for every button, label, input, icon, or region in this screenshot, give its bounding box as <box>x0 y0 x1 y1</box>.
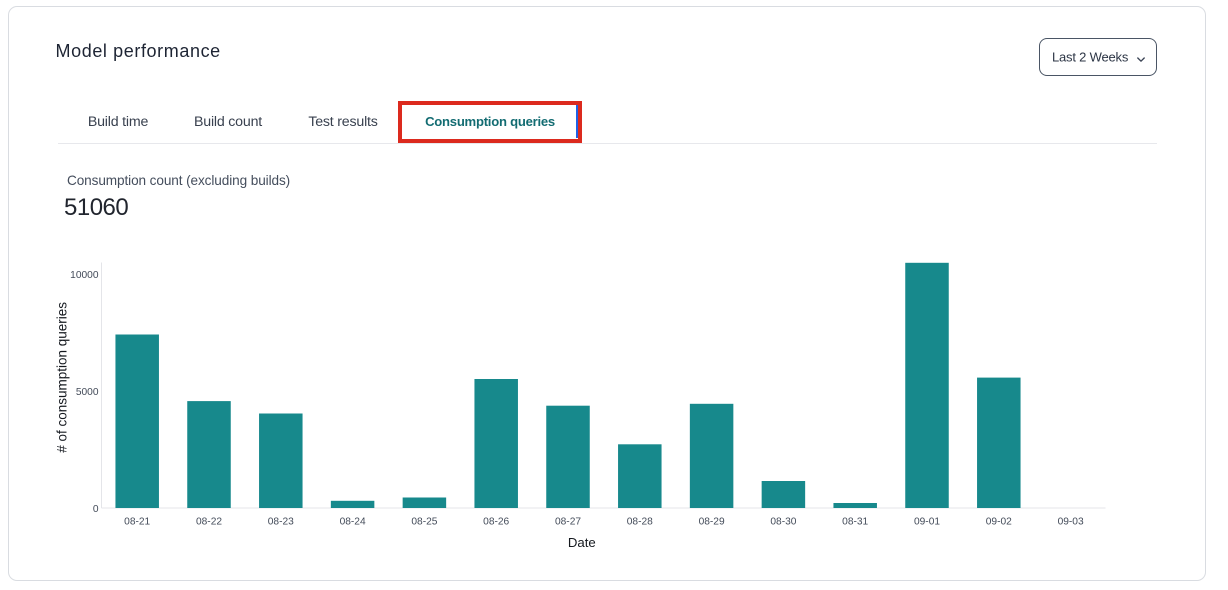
svg-text:08-30: 08-30 <box>770 516 796 527</box>
svg-text:Date: Date <box>568 535 596 550</box>
svg-text:08-24: 08-24 <box>340 516 366 527</box>
svg-text:09-03: 09-03 <box>1058 516 1084 527</box>
svg-text:08-27: 08-27 <box>555 516 581 527</box>
svg-text:08-23: 08-23 <box>268 516 294 527</box>
svg-text:08-26: 08-26 <box>483 516 509 527</box>
svg-text:09-02: 09-02 <box>986 516 1012 527</box>
svg-text:09-01: 09-01 <box>914 516 940 527</box>
svg-text:08-29: 08-29 <box>699 516 725 527</box>
svg-text:# of consumption queries: # of consumption queries <box>54 302 69 453</box>
svg-text:08-28: 08-28 <box>627 516 653 527</box>
svg-text:0: 0 <box>93 504 99 515</box>
svg-text:08-22: 08-22 <box>196 516 222 527</box>
svg-text:08-25: 08-25 <box>411 516 437 527</box>
svg-text:10000: 10000 <box>70 270 99 281</box>
svg-text:5000: 5000 <box>76 387 99 398</box>
svg-text:08-31: 08-31 <box>842 516 868 527</box>
svg-text:08-21: 08-21 <box>124 516 150 527</box>
